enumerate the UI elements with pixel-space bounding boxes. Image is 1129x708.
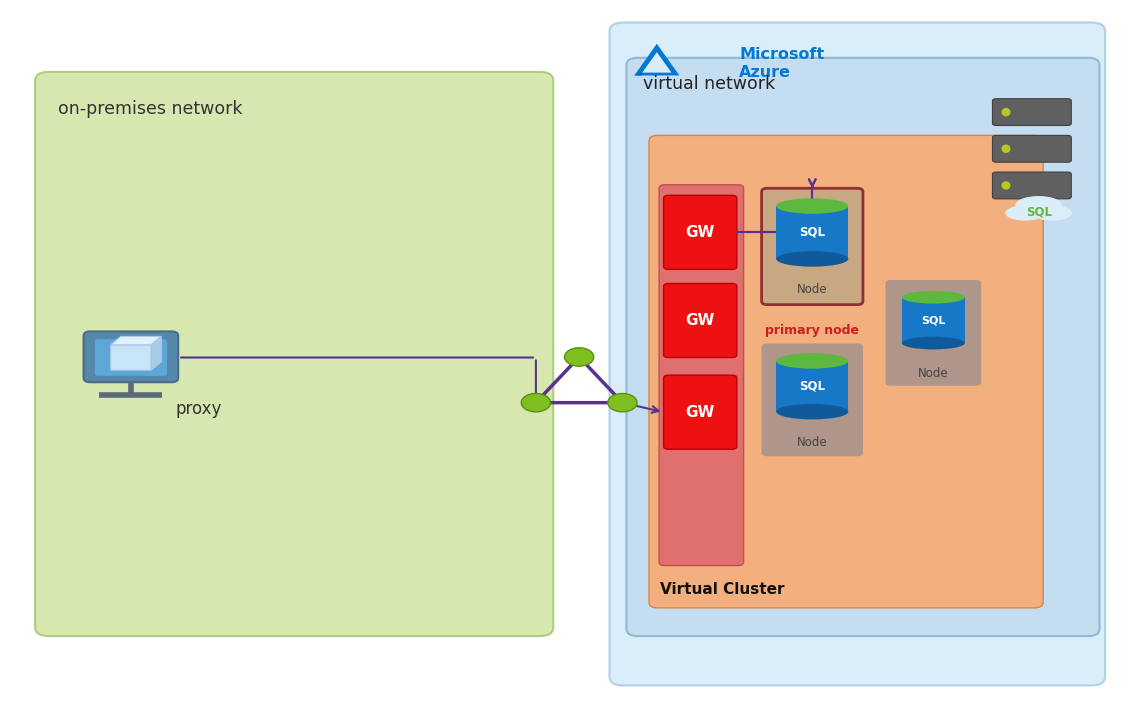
FancyBboxPatch shape (111, 345, 151, 370)
Text: SQL: SQL (1025, 205, 1051, 218)
Ellipse shape (902, 291, 965, 304)
FancyBboxPatch shape (777, 206, 848, 259)
FancyBboxPatch shape (627, 58, 1100, 636)
FancyBboxPatch shape (992, 135, 1071, 162)
Text: Node: Node (918, 367, 948, 379)
FancyBboxPatch shape (649, 135, 1043, 608)
FancyBboxPatch shape (777, 361, 848, 411)
Text: SQL: SQL (921, 315, 945, 325)
Polygon shape (642, 52, 672, 73)
FancyBboxPatch shape (664, 283, 737, 358)
Polygon shape (634, 44, 680, 76)
Ellipse shape (1001, 144, 1010, 153)
Ellipse shape (1005, 205, 1045, 221)
FancyBboxPatch shape (659, 185, 744, 566)
FancyBboxPatch shape (992, 98, 1071, 125)
Text: SQL: SQL (799, 226, 825, 239)
FancyBboxPatch shape (992, 172, 1071, 199)
Ellipse shape (1015, 196, 1062, 215)
FancyBboxPatch shape (35, 72, 553, 636)
Text: Microsoft
Azure: Microsoft Azure (739, 47, 824, 80)
Ellipse shape (1001, 181, 1010, 190)
Text: Virtual Cluster: Virtual Cluster (660, 582, 785, 598)
FancyBboxPatch shape (885, 280, 981, 386)
Polygon shape (151, 336, 161, 370)
FancyBboxPatch shape (664, 195, 737, 269)
Circle shape (522, 394, 551, 412)
FancyBboxPatch shape (762, 343, 863, 456)
FancyBboxPatch shape (84, 331, 178, 382)
Ellipse shape (777, 404, 848, 419)
FancyBboxPatch shape (902, 297, 965, 343)
Ellipse shape (777, 353, 848, 369)
FancyBboxPatch shape (664, 375, 737, 449)
Text: GW: GW (685, 225, 715, 240)
Text: GW: GW (685, 313, 715, 328)
Ellipse shape (1001, 108, 1010, 116)
Text: SQL: SQL (799, 379, 825, 393)
Circle shape (564, 348, 594, 366)
Text: primary node: primary node (765, 324, 859, 338)
Text: GW: GW (685, 405, 715, 420)
Text: virtual network: virtual network (644, 76, 776, 93)
Circle shape (607, 394, 637, 412)
Text: proxy: proxy (176, 400, 222, 418)
FancyBboxPatch shape (95, 339, 167, 376)
Polygon shape (111, 336, 161, 345)
Ellipse shape (1032, 205, 1071, 221)
FancyBboxPatch shape (610, 23, 1105, 685)
Text: on-premises network: on-premises network (58, 100, 243, 118)
Polygon shape (634, 73, 642, 76)
Ellipse shape (902, 337, 965, 350)
Ellipse shape (777, 251, 848, 267)
Text: Node: Node (797, 435, 828, 449)
Text: Node: Node (797, 282, 828, 296)
Ellipse shape (777, 198, 848, 214)
FancyBboxPatch shape (762, 188, 863, 304)
